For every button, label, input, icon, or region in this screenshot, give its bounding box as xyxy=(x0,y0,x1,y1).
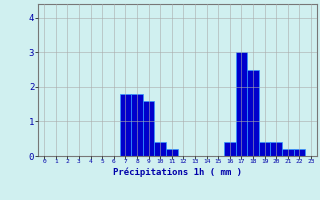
Bar xyxy=(155,142,166,156)
Bar xyxy=(270,142,282,156)
Bar xyxy=(143,101,155,156)
Bar xyxy=(294,149,305,156)
Bar xyxy=(131,94,143,156)
Bar xyxy=(166,149,178,156)
Bar xyxy=(259,142,270,156)
Bar xyxy=(247,70,259,156)
Bar xyxy=(282,149,294,156)
Bar xyxy=(120,94,131,156)
Bar xyxy=(224,142,236,156)
Bar xyxy=(236,52,247,156)
X-axis label: Précipitations 1h ( mm ): Précipitations 1h ( mm ) xyxy=(113,167,242,177)
